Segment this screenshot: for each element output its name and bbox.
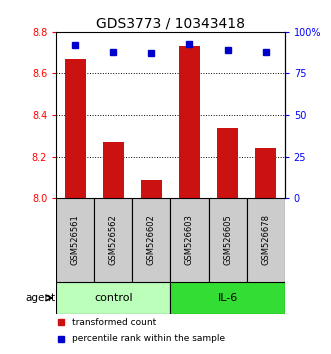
FancyBboxPatch shape — [209, 198, 247, 281]
Title: GDS3773 / 10343418: GDS3773 / 10343418 — [96, 17, 245, 31]
Text: GSM526602: GSM526602 — [147, 215, 156, 265]
Text: transformed count: transformed count — [72, 318, 157, 327]
FancyBboxPatch shape — [56, 198, 94, 281]
Text: IL-6: IL-6 — [217, 293, 238, 303]
FancyBboxPatch shape — [94, 198, 132, 281]
Text: GSM526562: GSM526562 — [109, 215, 118, 265]
FancyBboxPatch shape — [170, 281, 285, 314]
Text: GSM526678: GSM526678 — [261, 215, 270, 266]
Bar — [255, 148, 276, 198]
Bar — [141, 179, 162, 198]
Text: agent: agent — [25, 293, 56, 303]
Text: GSM526603: GSM526603 — [185, 215, 194, 266]
Bar — [65, 59, 86, 198]
FancyBboxPatch shape — [170, 198, 209, 281]
Text: GSM526605: GSM526605 — [223, 215, 232, 265]
Text: percentile rank within the sample: percentile rank within the sample — [72, 334, 225, 343]
Bar — [179, 46, 200, 198]
Bar — [103, 142, 124, 198]
Bar — [217, 127, 238, 198]
FancyBboxPatch shape — [56, 281, 170, 314]
Text: control: control — [94, 293, 133, 303]
FancyBboxPatch shape — [132, 198, 170, 281]
Text: GSM526561: GSM526561 — [71, 215, 80, 265]
FancyBboxPatch shape — [247, 198, 285, 281]
